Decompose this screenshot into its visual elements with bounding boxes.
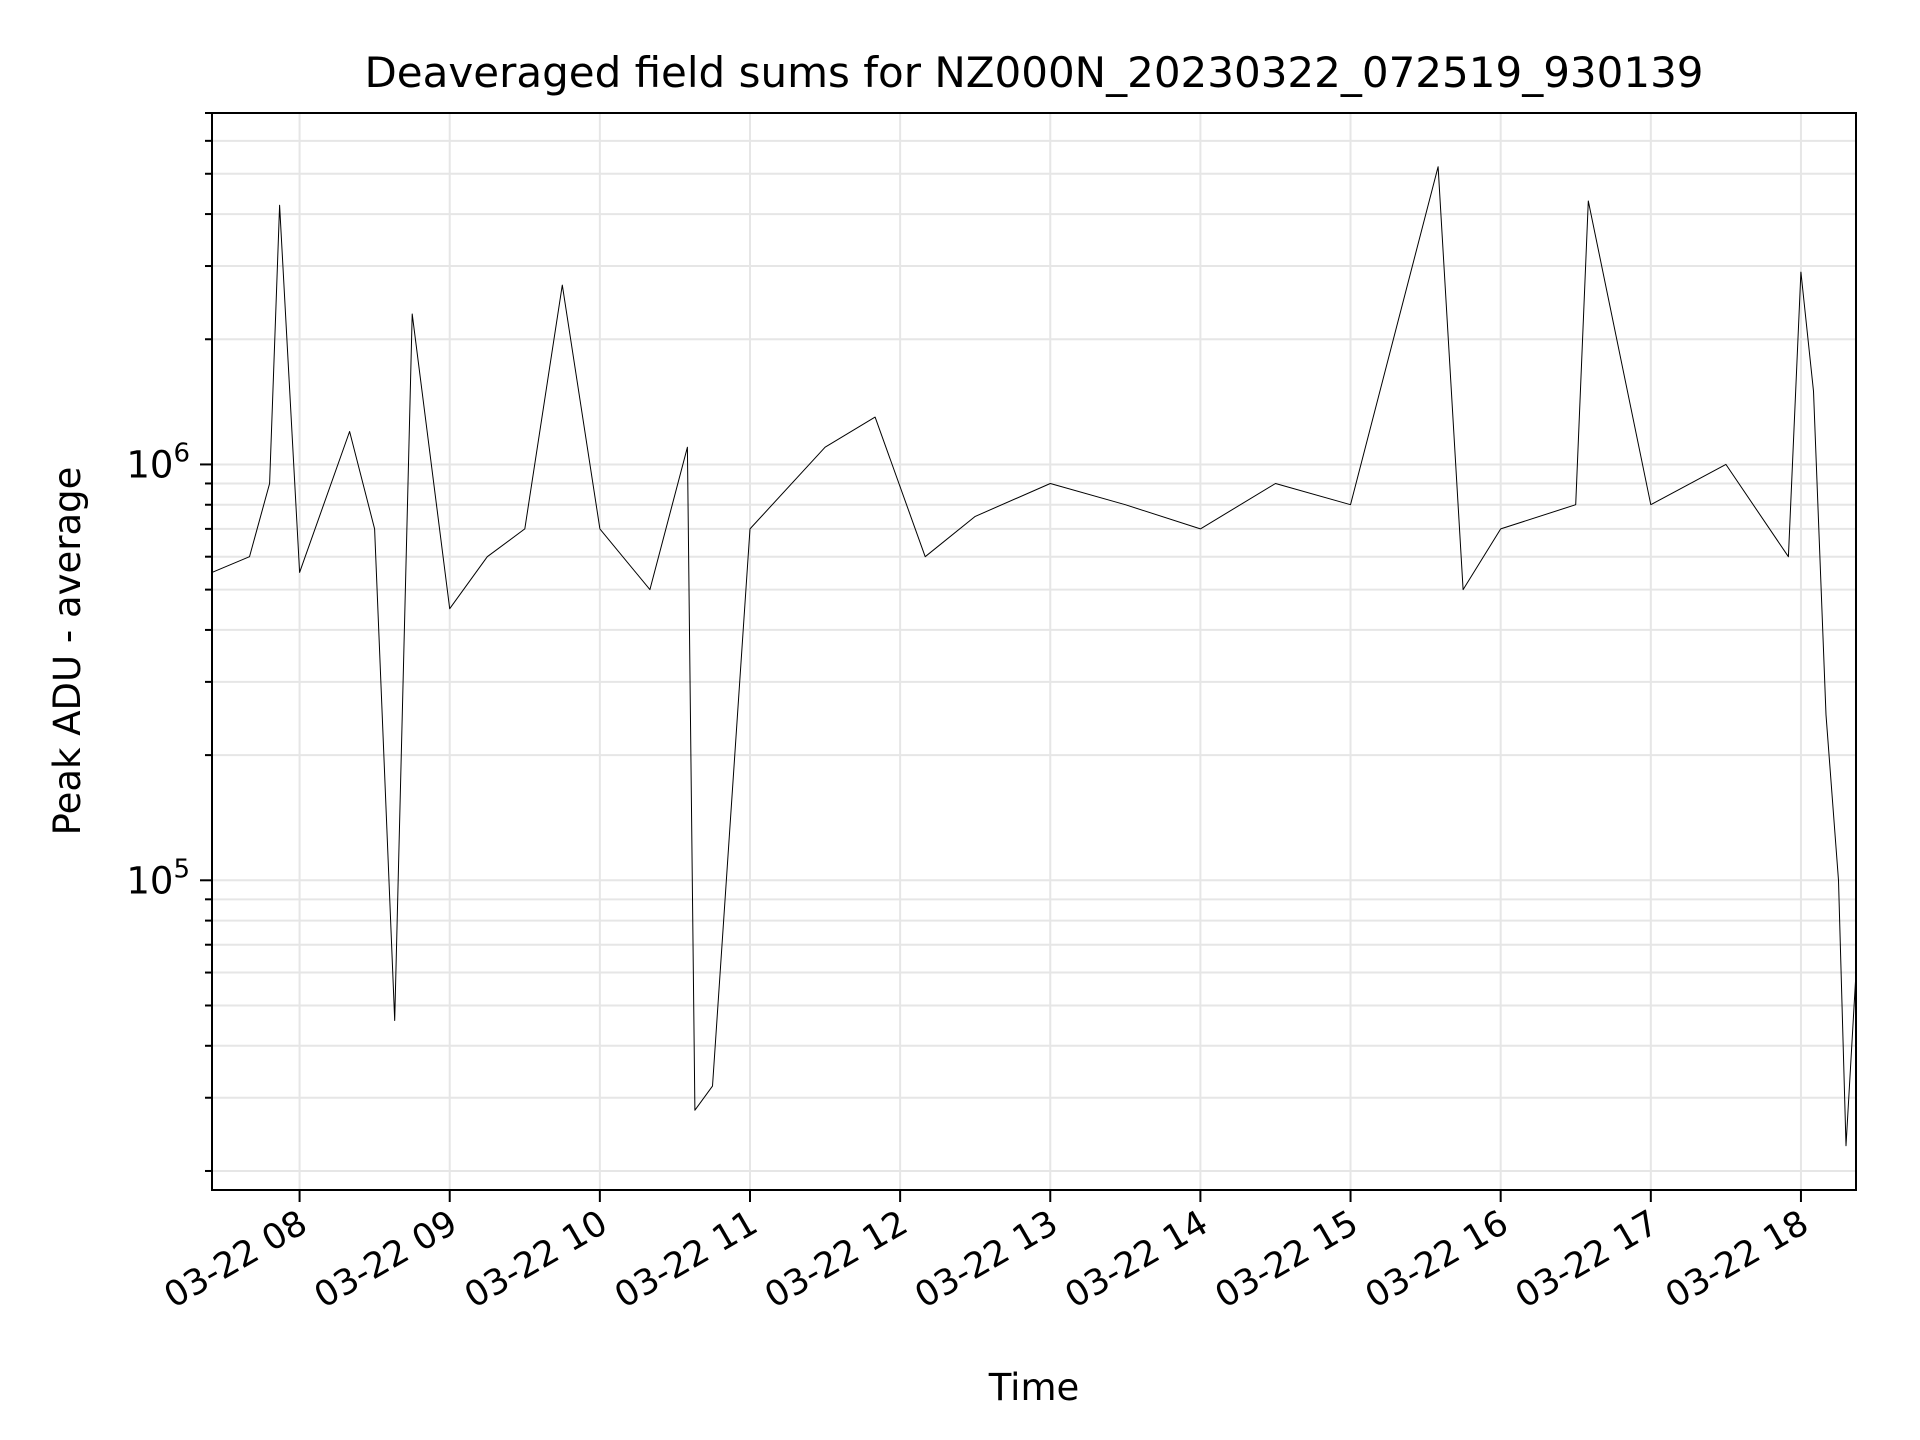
y-tick-base: 10 [126,859,173,902]
y-tick-exponent: 6 [173,438,190,468]
y-tick-exponent: 5 [173,854,190,884]
y-tick-label: 105 [126,854,190,902]
y-tick-base: 10 [126,443,173,486]
plot-frame [211,112,1857,1191]
series-line [211,166,1857,1147]
chart-title: Deaveraged field sums for NZ000N_2023032… [364,48,1703,97]
x-axis-label: Time [988,1366,1080,1409]
y-axis-label: Peak ADU - average [46,467,89,836]
y-tick-label: 106 [126,438,190,486]
